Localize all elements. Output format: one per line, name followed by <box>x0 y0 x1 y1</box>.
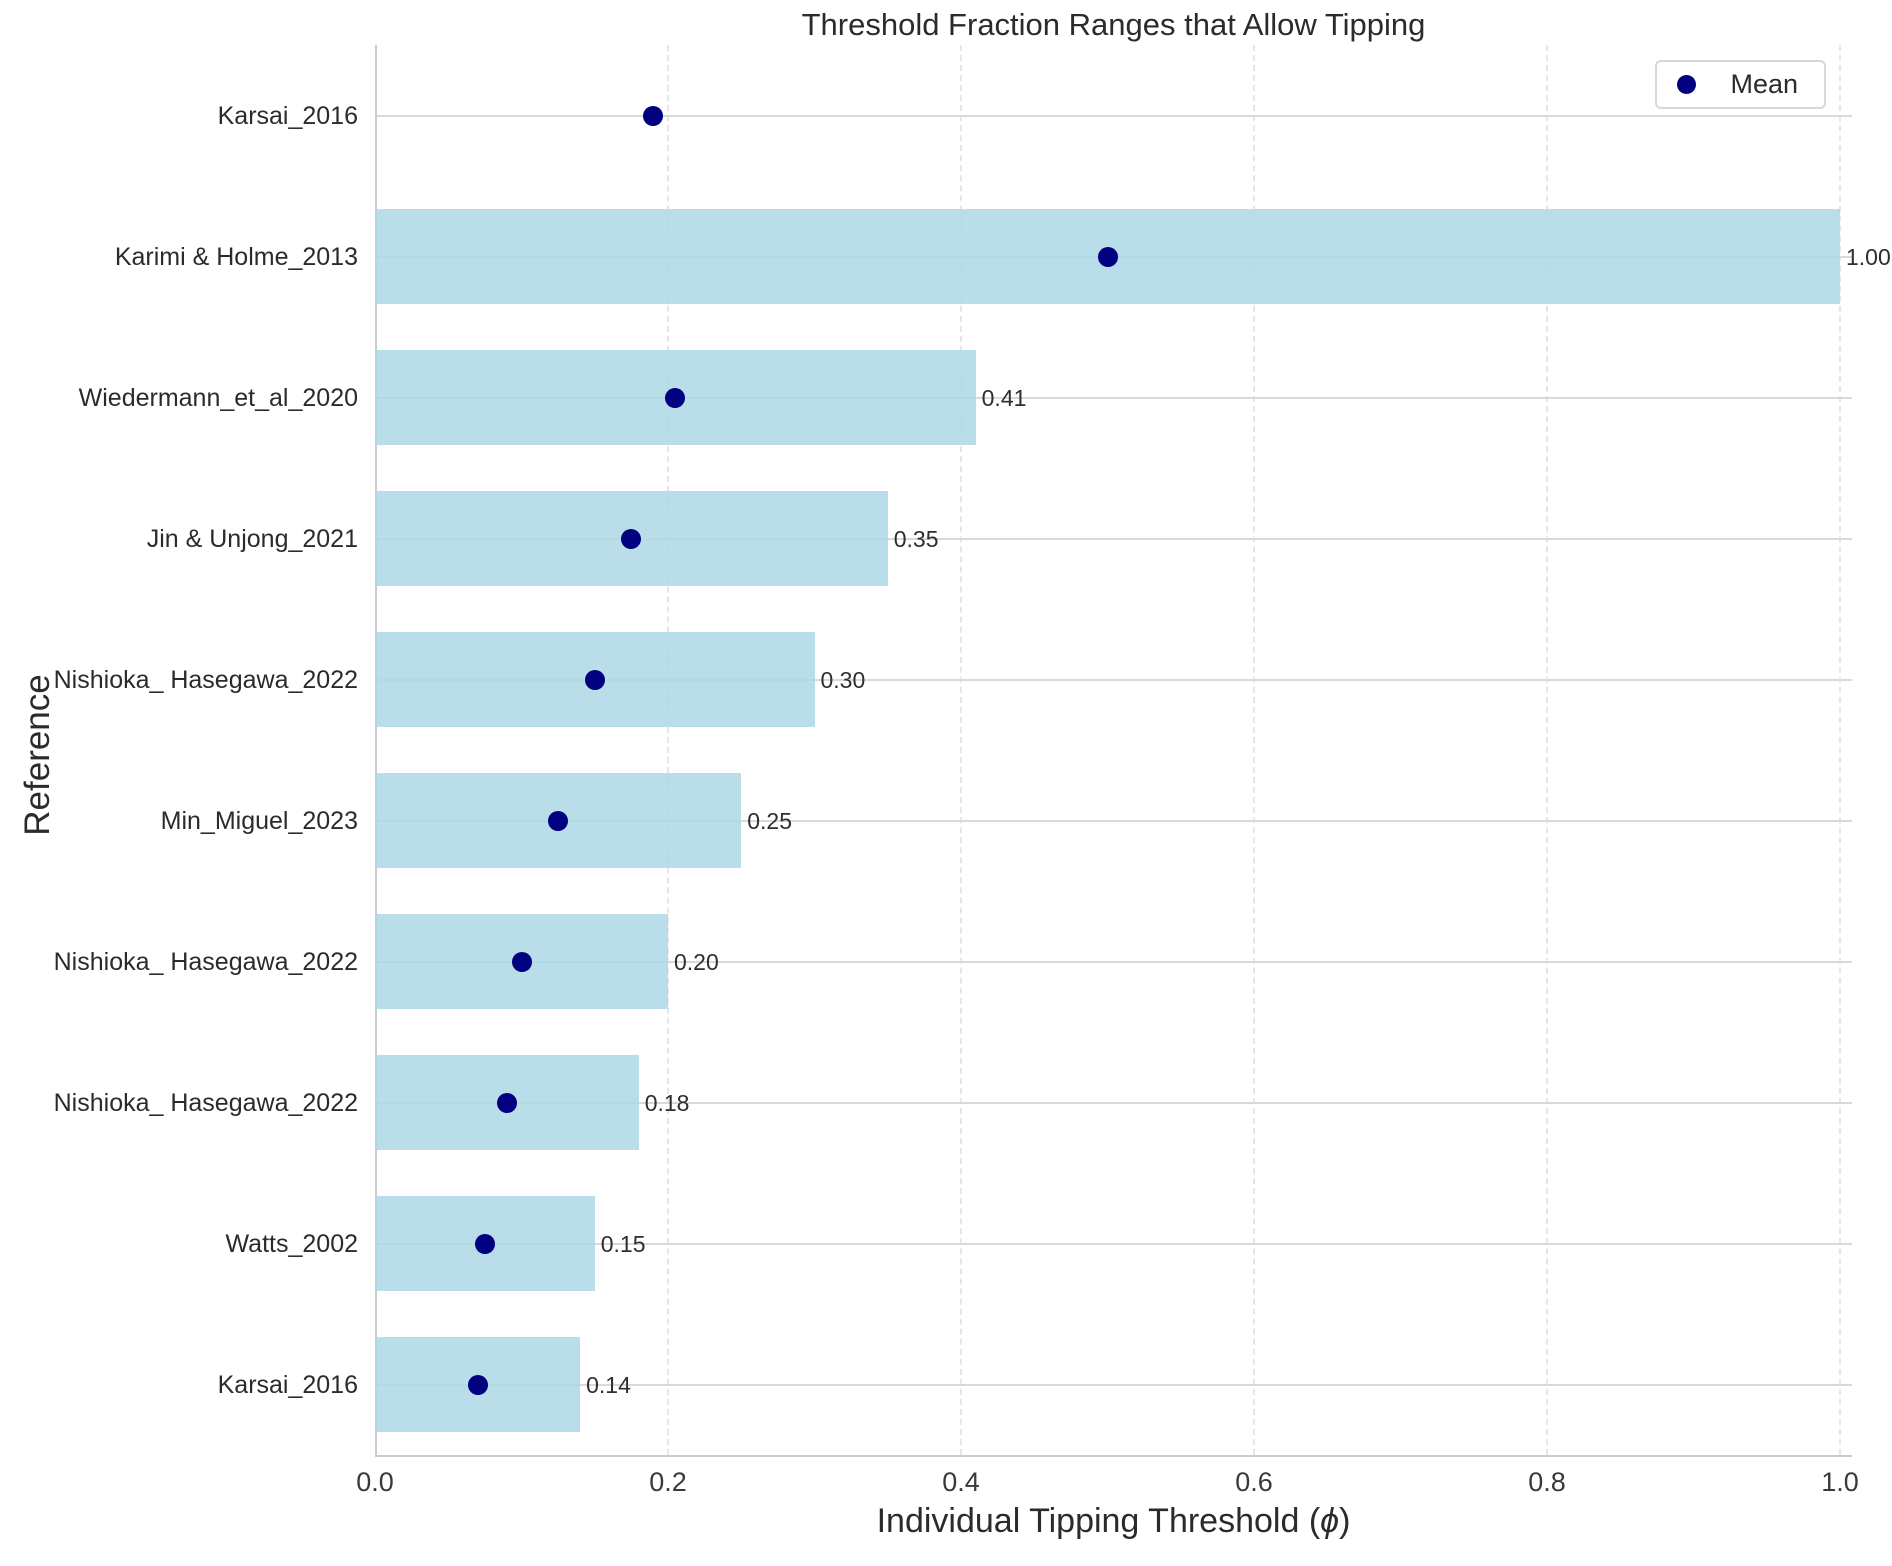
x-gridline <box>667 45 669 1455</box>
x-axis-label-prefix: Individual Tipping Threshold ( <box>876 1502 1321 1540</box>
row-gridline <box>375 960 1852 963</box>
legend: Mean <box>1655 60 1826 109</box>
row-gridline <box>375 396 1852 399</box>
mean-dot <box>511 951 532 972</box>
mean-dot <box>584 669 605 690</box>
x-axis-label: Individual Tipping Threshold (ϕ) <box>375 1502 1852 1541</box>
plot-area: 1.00 0.41 0.35 0.30 0.25 0.20 0.18 0.15 0.14 Mea… <box>375 45 1891 1457</box>
row-gridline <box>375 537 1852 540</box>
row-gridline <box>375 1383 1852 1386</box>
category-label: Min_Miguel_2023 <box>160 806 358 835</box>
x-tick-label: 1.0 <box>1821 1467 1859 1497</box>
row-gridline <box>375 114 1852 117</box>
category-label: Karimi & Holme_2013 <box>114 242 358 271</box>
legend-label: Mean <box>1730 69 1798 99</box>
category-label: Nishioka_ Hasegawa_2022 <box>53 947 358 976</box>
mean-dot <box>548 810 569 831</box>
phi-symbol: ϕ <box>1320 1502 1340 1540</box>
category-label: Wiedermann_et_al_2020 <box>78 383 358 412</box>
x-gridline <box>1839 45 1841 1455</box>
x-axis-label-suffix: ) <box>1339 1502 1351 1540</box>
bar-value-label: 1.00 <box>1846 243 1891 270</box>
mean-dot <box>496 1092 517 1113</box>
bar-value-label: 0.41 <box>981 384 1027 411</box>
bar-value-label: 0.20 <box>674 948 719 975</box>
bar-value-label: 0.15 <box>600 1230 646 1257</box>
category-label: Nishioka_ Hasegawa_2022 <box>53 1088 358 1117</box>
category-label: Nishioka_ Hasegawa_2022 <box>53 665 358 694</box>
x-gridline <box>1253 45 1255 1455</box>
mean-marker-icon <box>1677 75 1697 94</box>
mean-dot <box>643 105 664 126</box>
mean-dot <box>1097 246 1118 267</box>
x-gridline <box>960 45 962 1455</box>
bar-value-label: 0.30 <box>820 666 866 693</box>
x-tick-label: 0.2 <box>649 1467 687 1497</box>
x-gridline <box>1546 45 1548 1455</box>
bottom-axis-spine <box>375 1455 1852 1457</box>
x-tick-label: 0.0 <box>356 1467 394 1497</box>
mean-dot <box>474 1233 495 1254</box>
bar-value-label: 0.14 <box>586 1371 631 1398</box>
row-gridline <box>375 1101 1852 1104</box>
bar-value-label: 0.18 <box>644 1089 690 1116</box>
row-gridline <box>375 1242 1852 1245</box>
chart-title: Threshold Fraction Ranges that Allow Tip… <box>801 7 1426 42</box>
x-tick-label: 0.4 <box>942 1467 980 1497</box>
category-label: Karsai_2016 <box>217 1370 358 1399</box>
bar-value-label: 0.25 <box>747 807 793 834</box>
row-gridline <box>375 819 1852 822</box>
category-label: Jin & Unjong_2021 <box>146 524 358 553</box>
category-label: Karsai_2016 <box>217 101 358 130</box>
mean-dot <box>467 1374 488 1395</box>
x-tick-label: 0.6 <box>1235 1467 1273 1497</box>
mean-dot <box>621 528 642 549</box>
bar-value-label: 0.35 <box>893 525 939 552</box>
row-gridline <box>375 678 1852 681</box>
category-label: Watts_2002 <box>225 1229 358 1258</box>
left-axis-spine <box>375 45 377 1455</box>
x-tick-label: 0.8 <box>1528 1467 1566 1497</box>
mean-dot <box>665 387 686 408</box>
